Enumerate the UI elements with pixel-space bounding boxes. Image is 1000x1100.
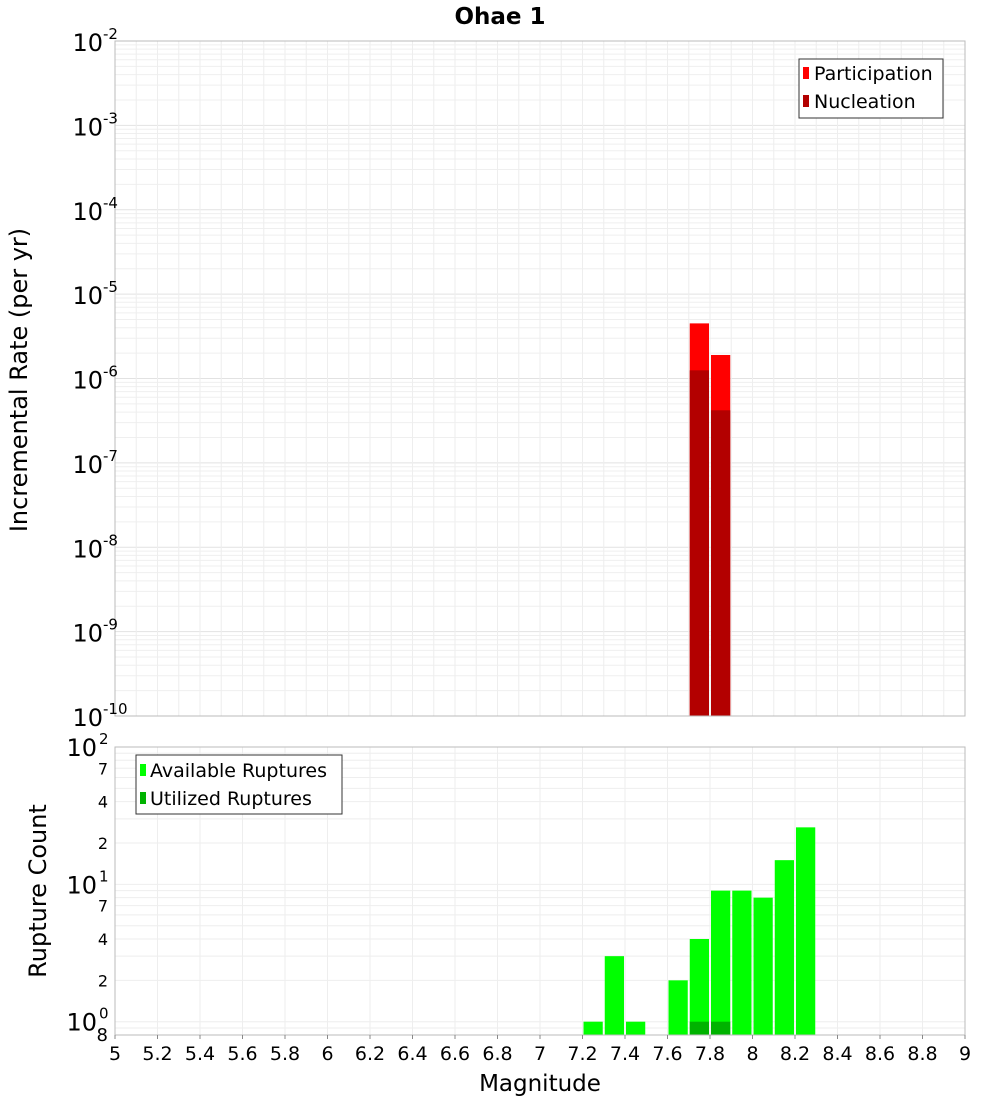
x-tick-label: 7.8 — [695, 1043, 725, 1065]
rate-plot: 10-210-310-410-510-610-710-810-910-10 In… — [5, 25, 966, 732]
available-ruptures-bar — [796, 827, 816, 1035]
rate-legend: Participation Nucleation — [798, 58, 944, 119]
x-tick-label: 7.6 — [652, 1043, 682, 1065]
x-tick-label: 7 — [534, 1043, 546, 1065]
available-ruptures-bar — [711, 890, 731, 1035]
available-ruptures-bar — [689, 939, 709, 1035]
count-y-tick-label: 10 — [66, 734, 97, 762]
count-y-minor-tick-label: 7 — [98, 759, 108, 778]
x-tick-label: 5 — [109, 1043, 121, 1065]
nucleation-legend-swatch — [803, 95, 809, 107]
count-y-tick-label: 10 — [66, 871, 97, 899]
count-bars — [583, 827, 816, 1035]
rate-plot-frame — [114, 40, 966, 717]
rate-y-tick-exponent: -6 — [103, 363, 118, 381]
utilized-ruptures-bar — [689, 1021, 709, 1035]
x-tick-label: 5.8 — [270, 1043, 300, 1065]
rate-legend-box — [798, 58, 944, 119]
count-y-minor-tick-label: 4 — [98, 930, 108, 949]
x-tick-label: 6.4 — [397, 1043, 427, 1065]
x-tick-label: 5.2 — [142, 1043, 172, 1065]
count-y-minor-tick-label: 4 — [98, 793, 108, 812]
x-tick-label: 5.6 — [227, 1043, 257, 1065]
count-y-minor-tick-label: 2 — [98, 971, 108, 990]
available-ruptures-bar — [732, 890, 752, 1035]
rate-y-tick-label: 10 — [72, 282, 103, 310]
count-y-axis-label: Rupture Count — [24, 804, 52, 978]
available-ruptures-bar — [604, 956, 624, 1035]
count-y-minor-tick-label: 7 — [98, 897, 108, 916]
count-y-tick-label: 10 — [66, 1009, 97, 1037]
rate-y-tick-exponent: -9 — [103, 616, 118, 634]
available-ruptures-bar — [583, 1021, 603, 1035]
count-y-tick-exponent: 0 — [99, 1005, 109, 1023]
utilized-legend-label: Utilized Ruptures — [150, 788, 312, 810]
rate-y-tick-exponent: -10 — [103, 700, 128, 718]
rate-y-tick-label: 10 — [72, 29, 103, 57]
count-legend-box — [135, 754, 343, 815]
rate-y-tick-label: 10 — [72, 535, 103, 563]
rate-y-tick-label: 10 — [72, 198, 103, 226]
available-legend-swatch — [140, 764, 146, 776]
x-tick-label: 8.6 — [865, 1043, 895, 1065]
nucleation-bar — [711, 410, 731, 716]
rate-grid — [114, 41, 966, 717]
x-tick-label: 9 — [959, 1043, 971, 1065]
x-tick-label: 7.2 — [567, 1043, 597, 1065]
rate-y-tick-exponent: -8 — [103, 531, 118, 549]
x-tick-label: 6.6 — [440, 1043, 470, 1065]
count-grid — [114, 747, 966, 1036]
x-axis-label: Magnitude — [479, 1071, 601, 1097]
x-tick-label: 7.4 — [610, 1043, 640, 1065]
count-y-tick-label-bottom: 8 — [97, 1025, 108, 1046]
rate-y-tick-label: 10 — [72, 451, 103, 479]
count-y-tick-exponent: 1 — [99, 867, 109, 885]
x-tick-label: 8 — [746, 1043, 758, 1065]
utilized-ruptures-bar — [711, 1021, 731, 1035]
x-tick-label: 6.2 — [355, 1043, 385, 1065]
x-tick-label: 6 — [321, 1043, 333, 1065]
x-tick-label: 8.8 — [907, 1043, 937, 1065]
utilized-legend-swatch — [140, 792, 146, 804]
count-y-tick-exponent: 2 — [99, 730, 109, 748]
x-tick-label: 8.2 — [780, 1043, 810, 1065]
rate-y-tick-exponent: -4 — [103, 194, 118, 212]
rate-y-tick-label: 10 — [72, 704, 103, 732]
magnitude-x-ticks: 5 5.2 5.4 5.6 5.8 6 6.2 6.4 6.6 6.8 7 7.2 7.4 7.6 7.8 8… — [109, 1035, 971, 1065]
available-legend-label: Available Ruptures — [150, 760, 327, 782]
rate-bars — [689, 323, 731, 716]
rate-y-tick-exponent: -3 — [103, 109, 118, 127]
rate-y-ticks: 10-210-310-410-510-610-710-810-910-10 — [72, 25, 127, 732]
participation-legend-label: Participation — [814, 63, 933, 85]
rate-y-tick-exponent: -7 — [103, 447, 118, 465]
rate-y-tick-exponent: -2 — [103, 25, 118, 43]
nucleation-bar — [689, 370, 709, 716]
x-tick-label: 6.8 — [482, 1043, 512, 1065]
rate-y-tick-label: 10 — [72, 620, 103, 648]
rate-y-tick-exponent: -5 — [103, 278, 118, 296]
rate-y-tick-label: 10 — [72, 113, 103, 141]
available-ruptures-bar — [626, 1021, 646, 1035]
count-legend: Available Ruptures Utilized Ruptures — [135, 754, 343, 815]
rate-y-tick-label: 10 — [72, 367, 103, 395]
rate-y-axis-label: Incremental Rate (per yr) — [5, 228, 33, 532]
count-y-minor-tick-label: 2 — [98, 834, 108, 853]
chart-title: Ohae 1 — [454, 4, 545, 30]
available-ruptures-bar — [753, 897, 773, 1035]
x-tick-label: 5.4 — [185, 1043, 215, 1065]
available-ruptures-bar — [668, 980, 688, 1035]
nucleation-legend-label: Nucleation — [814, 91, 916, 113]
x-tick-label: 8.4 — [822, 1043, 852, 1065]
participation-legend-swatch — [803, 67, 809, 79]
available-ruptures-bar — [774, 860, 794, 1035]
